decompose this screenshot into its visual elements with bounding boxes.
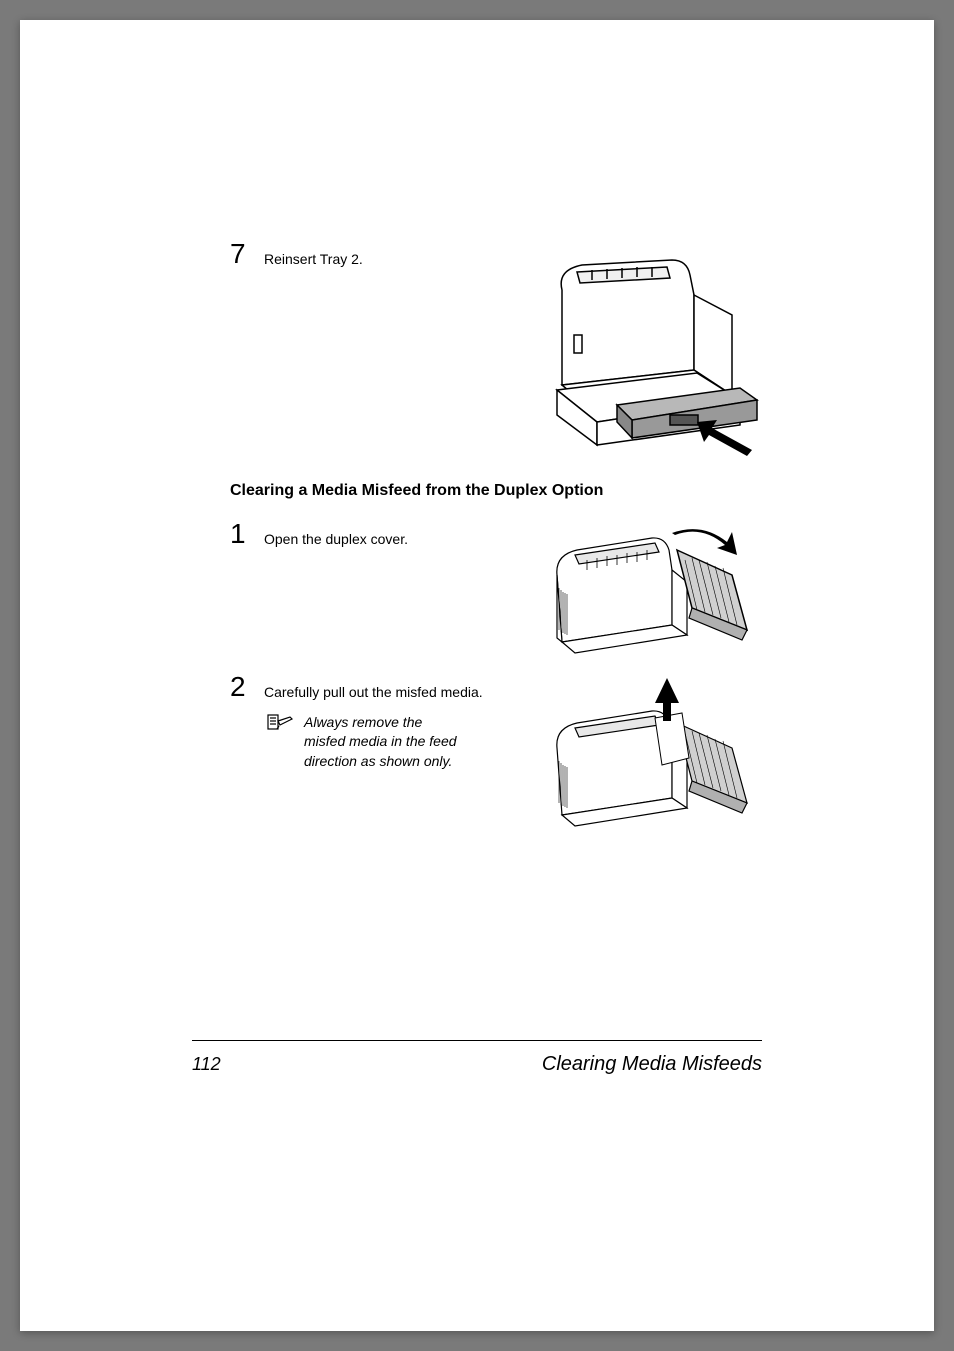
page-number: 112 — [192, 1054, 221, 1075]
pull-media-illustration — [537, 673, 762, 848]
footer-title: Clearing Media Misfeeds — [542, 1053, 762, 1076]
duplex-cover-open-illustration — [537, 520, 762, 665]
step-1-number: 1 — [230, 520, 252, 548]
step-1-row: 1 Open the duplex cover. — [230, 520, 762, 665]
section-heading-duplex: Clearing a Media Misfeed from the Duplex… — [230, 482, 762, 500]
step-7-row: 7 Reinsert Tray 2. — [230, 240, 762, 470]
note-icon — [266, 713, 294, 733]
step-2-textcol: 2 Carefully pull out the misfed media. — [230, 673, 484, 771]
step-7: 7 Reinsert Tray 2. — [230, 240, 363, 270]
step-2-number: 2 — [230, 673, 252, 701]
step-2-row: 2 Carefully pull out the misfed media. — [230, 673, 762, 848]
manual-page: 7 Reinsert Tray 2. — [20, 20, 934, 1331]
step-2: 2 Carefully pull out the misfed media. — [230, 673, 484, 703]
step-1-text: Open the duplex cover. — [264, 520, 408, 550]
step-1: 1 Open the duplex cover. — [230, 520, 408, 550]
step-2-note: Always remove the misfed media in the fe… — [266, 713, 484, 772]
footer-content: 112 Clearing Media Misfeeds — [192, 1053, 762, 1076]
step-2-note-text: Always remove the misfed media in the fe… — [304, 713, 464, 772]
page-footer: 112 Clearing Media Misfeeds — [192, 1040, 762, 1076]
content-area: 7 Reinsert Tray 2. — [230, 240, 762, 856]
step-7-number: 7 — [230, 240, 252, 268]
step-2-text: Carefully pull out the misfed media. — [264, 673, 484, 703]
footer-divider — [192, 1040, 762, 1041]
printer-tray-illustration — [522, 240, 762, 470]
step-7-text: Reinsert Tray 2. — [264, 240, 363, 270]
